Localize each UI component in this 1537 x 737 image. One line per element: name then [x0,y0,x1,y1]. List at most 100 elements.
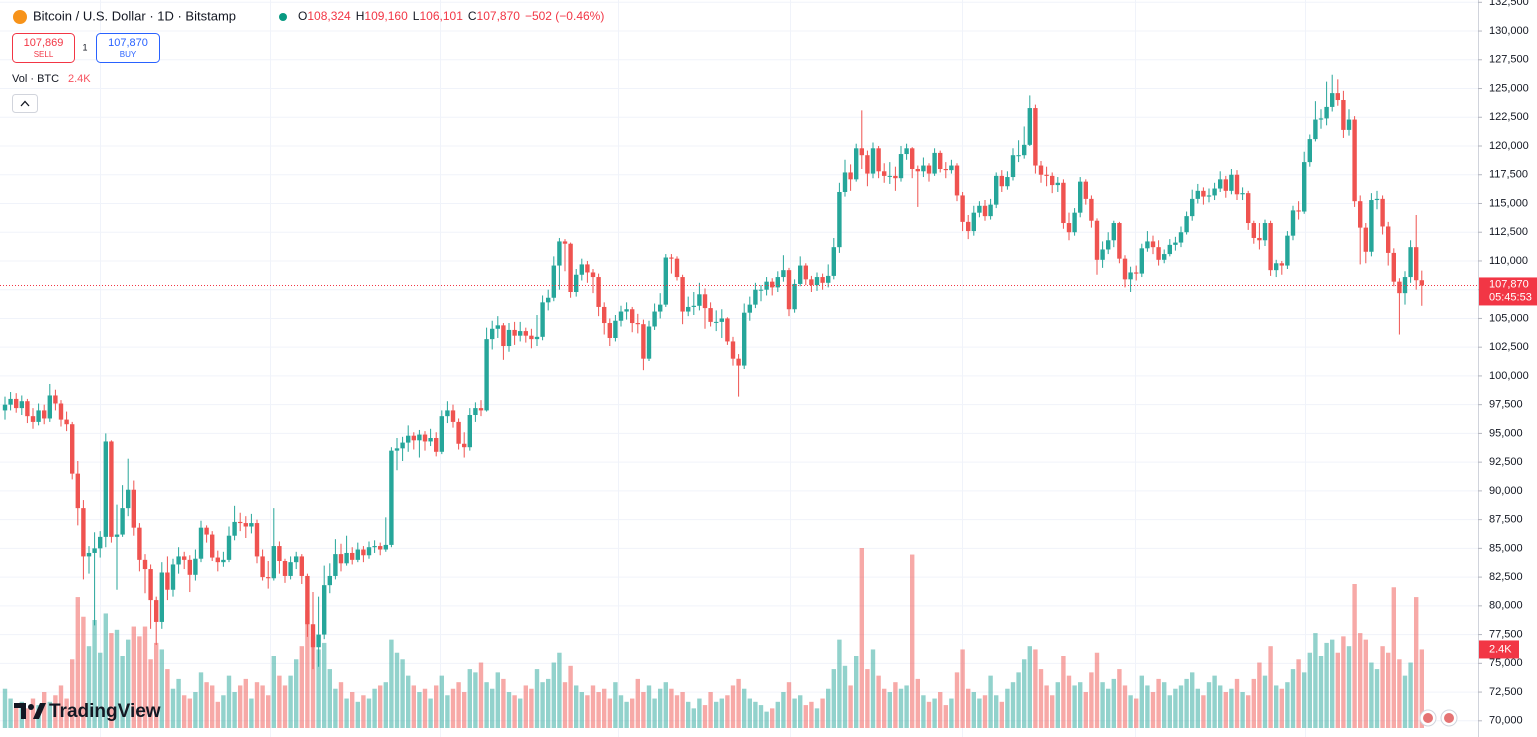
volume-bar [2,688,8,728]
candle-body [1139,248,1144,274]
volume-bar [154,642,159,728]
quantity[interactable]: 1 [82,42,87,52]
candle-body [1363,227,1368,252]
candle-body [1419,280,1424,286]
sell-price[interactable]: 107,869 [24,37,64,49]
brand-name: TradingView [49,701,161,722]
volume-bar [988,675,993,728]
buy-box[interactable] [96,33,160,63]
volume-bar [1251,678,1256,728]
volume-bar [1358,633,1363,728]
collapse-box[interactable] [12,94,38,113]
y-tick-label: 97,500 [1489,399,1523,411]
volume-bar [999,701,1004,728]
buy-label[interactable]: BUY [120,50,137,59]
candle-body [1055,182,1060,186]
candle-body [1100,249,1105,260]
volume-bar [282,685,288,728]
volume-bar [1290,669,1296,728]
volume-badge [1479,640,1519,659]
volume-bar [1307,652,1312,728]
collapse-button[interactable] [12,94,38,113]
candle-body [798,265,803,284]
volume-pane [2,548,1424,728]
volume-bar [1190,672,1195,728]
candle-body [540,302,545,337]
volume-bar [697,698,702,728]
volume-bar [809,701,814,728]
volume-bar [361,695,366,728]
volume-bar [1302,672,1307,728]
volume-bar [1419,649,1424,728]
sell-box[interactable] [12,33,75,63]
candle-body [204,527,209,535]
candle-body [215,557,220,563]
ohlc-key: L [413,9,420,23]
y-tick-label: 117,500 [1489,169,1528,181]
brand-logo[interactable]: TradingView [14,701,161,722]
candle-body [607,323,612,338]
candle-body [389,450,394,545]
candle-body [98,536,103,549]
volume-bar [271,656,276,728]
volume-bar [910,554,915,728]
volume-bar [86,646,92,728]
candle-body [954,165,960,196]
candle-body [170,564,176,590]
candle-body [120,508,125,535]
volume-bar [747,698,752,728]
candle-body [842,172,848,192]
volume-bar [680,692,685,728]
y-tick-label: 77,500 [1489,628,1523,640]
candle-body [176,556,181,565]
buy-price[interactable]: 107,870 [108,37,148,49]
volume-bar [288,675,293,728]
candle-body [53,395,58,404]
candle-body [154,600,159,622]
candle-body [366,547,372,556]
candle-body [770,281,775,288]
candle-body [1106,240,1111,250]
candle-body [58,403,64,420]
sell-label[interactable]: SELL [34,50,54,59]
candle-body [1195,190,1200,199]
collapse-icon[interactable] [20,100,30,107]
candle-body [1257,237,1262,241]
volume-bar [1055,682,1060,728]
candle-body [971,212,976,232]
volume-bar [1117,669,1122,728]
change-value: −502 (−0.46%) [525,9,604,23]
candle-body [691,305,696,307]
candle-body [1212,188,1217,196]
volume-bar [966,688,971,728]
volume-bar [658,688,663,728]
volume-bar [53,695,58,728]
volume-bar [394,652,400,728]
buy-button[interactable]: 107,870 BUY [96,33,160,63]
volume-bar [1257,662,1262,728]
symbol-title[interactable]: Bitcoin / U.S. Dollar · 1D · Bitstamp [33,8,236,23]
volume-bar [333,688,338,728]
volume-bar [148,659,153,728]
volume-bar [770,708,775,728]
volume-bar [310,636,316,728]
candle-body [1033,108,1038,166]
volume-bar [439,675,444,728]
volume-bar [1279,688,1284,728]
candle-body [1066,223,1072,233]
volume-bar [518,698,523,728]
candle-body [753,289,758,305]
sell-button[interactable]: 107,869 SELL [12,33,75,63]
volume-bar [1335,652,1340,728]
candle-body [1016,155,1021,157]
candle-body [277,546,282,562]
candle-body [25,401,30,417]
volume-bar [137,636,142,728]
volume-bar [506,692,512,728]
candle-body [260,556,265,578]
grid [0,0,1478,737]
volume-bar [75,597,80,728]
volume-bar [562,682,568,728]
volume-bar [14,705,19,728]
volume-bar [210,685,215,728]
